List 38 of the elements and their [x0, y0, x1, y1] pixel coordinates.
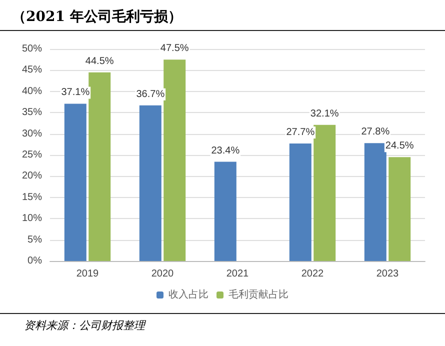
y-tick-label: 40% — [22, 86, 42, 97]
y-tick-label: 0% — [28, 256, 42, 266]
text: 资料来源：公司财报整理 — [24, 318, 145, 333]
bar — [64, 104, 86, 261]
y-tick-label: 15% — [22, 192, 42, 203]
data-label: 27.7% — [286, 127, 315, 138]
data-label: 32.1% — [310, 108, 339, 120]
chart-title: （2021 年公司毛利亏损） — [12, 8, 182, 26]
bar — [289, 144, 312, 261]
bar — [88, 72, 111, 261]
y-tick-label: 10% — [22, 213, 42, 224]
legend-label: 收入占比 — [168, 288, 208, 300]
x-tick-label: 2022 — [301, 268, 324, 280]
bar — [164, 60, 186, 261]
x-tick-label: 2023 — [376, 268, 400, 280]
x-tick-label: 2019 — [76, 268, 100, 280]
bar — [364, 143, 386, 261]
data-label: 44.5% — [85, 56, 114, 67]
y-tick-label: 50% — [22, 44, 42, 54]
data-label: 27.8% — [361, 126, 390, 138]
legend-label: 毛利贡献占比 — [228, 288, 288, 300]
y-tick-label: 20% — [22, 170, 42, 182]
bar — [314, 124, 336, 261]
data-label: 47.5% — [160, 43, 189, 54]
data-label: 36.7% — [136, 88, 165, 100]
data-label: 37.1% — [61, 87, 90, 98]
x-tick-label: 2020 — [151, 268, 174, 280]
bar — [388, 157, 411, 261]
y-tick-label: 45% — [22, 64, 42, 76]
data-label: 24.5% — [385, 140, 414, 152]
bar — [139, 105, 162, 261]
y-tick-label: 30% — [22, 128, 42, 140]
y-tick-label: 35% — [22, 107, 42, 118]
bar — [214, 162, 236, 261]
y-tick-label: 25% — [22, 150, 42, 160]
data-label: 23.4% — [211, 145, 240, 156]
x-tick-label: 2021 — [226, 268, 250, 280]
y-tick-label: 5% — [28, 234, 42, 246]
